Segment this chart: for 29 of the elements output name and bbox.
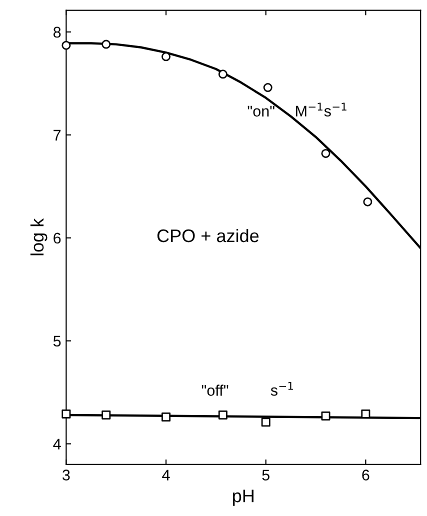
x-tick-label: 3 xyxy=(62,470,70,480)
annotation: CPO + azide xyxy=(157,228,259,242)
y-tick-label: 8 xyxy=(53,26,61,38)
point xyxy=(321,148,330,158)
point xyxy=(218,410,228,420)
annotation: s$^{−1}$ xyxy=(270,382,293,396)
point xyxy=(263,83,272,92)
annotation: M$^{−1}$s$^{−1}$ xyxy=(296,102,346,116)
x-axis-title: pH xyxy=(233,490,254,506)
point xyxy=(321,412,330,421)
y-tick-label: 5 xyxy=(53,336,61,347)
point xyxy=(363,197,372,206)
point xyxy=(62,409,71,418)
y-tick-label: 6 xyxy=(54,232,61,244)
annotation: "off" xyxy=(202,384,228,396)
y-axis-title: log k xyxy=(30,218,48,256)
point xyxy=(62,40,71,50)
y-tick-label: 4 xyxy=(53,438,61,450)
x-tick-label: 6 xyxy=(362,470,370,480)
point xyxy=(162,52,171,62)
y-tick-label: 7 xyxy=(54,130,61,140)
point xyxy=(162,412,171,422)
point xyxy=(102,410,111,420)
annotation: "on" xyxy=(248,106,274,117)
point xyxy=(102,40,111,49)
point xyxy=(218,70,228,79)
x-tick-label: 4 xyxy=(162,470,170,480)
x-tick-label: 5 xyxy=(262,470,270,480)
point xyxy=(261,418,270,427)
